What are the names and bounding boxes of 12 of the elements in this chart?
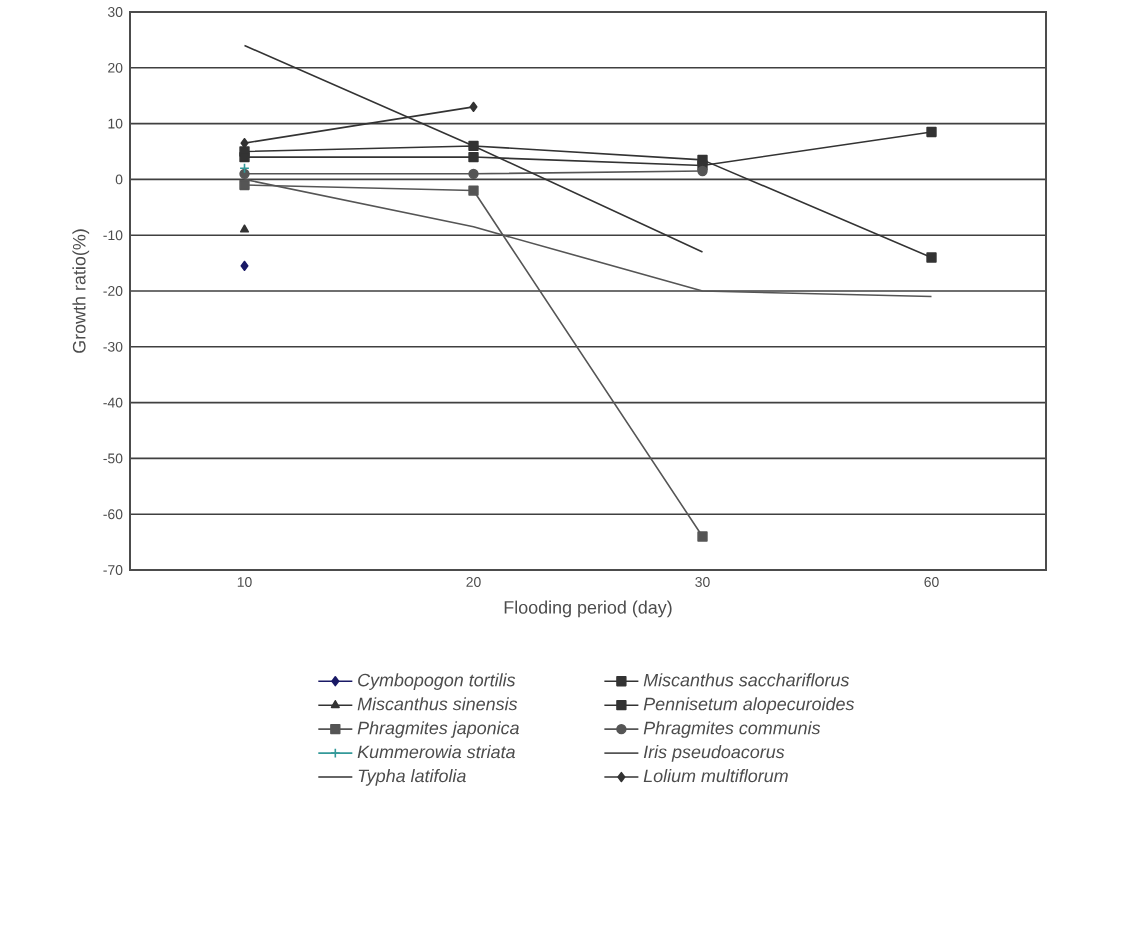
legend-label: Pennisetum alopecuroides xyxy=(643,697,855,714)
legend-label: Miscanthus sinensis xyxy=(357,697,518,711)
legend-label: Miscanthus sacchariflorus xyxy=(643,673,850,687)
legend-label: Typha latifolia xyxy=(358,769,466,786)
legend-label: Phragmites japonica xyxy=(357,721,519,738)
legend-label: Phragmites communis xyxy=(643,721,821,738)
legend-label: Kummerowia striata xyxy=(357,745,515,759)
y-axis-title: Growth ratio(%) xyxy=(72,229,90,353)
legend-label: Cymbopogon tortilis xyxy=(358,673,516,690)
legend-label: Iris pseudoacorus xyxy=(643,745,785,762)
x-axis-title: Flooding period (day) xyxy=(504,600,672,618)
legend-label: Lolium multiflorum xyxy=(643,769,788,783)
